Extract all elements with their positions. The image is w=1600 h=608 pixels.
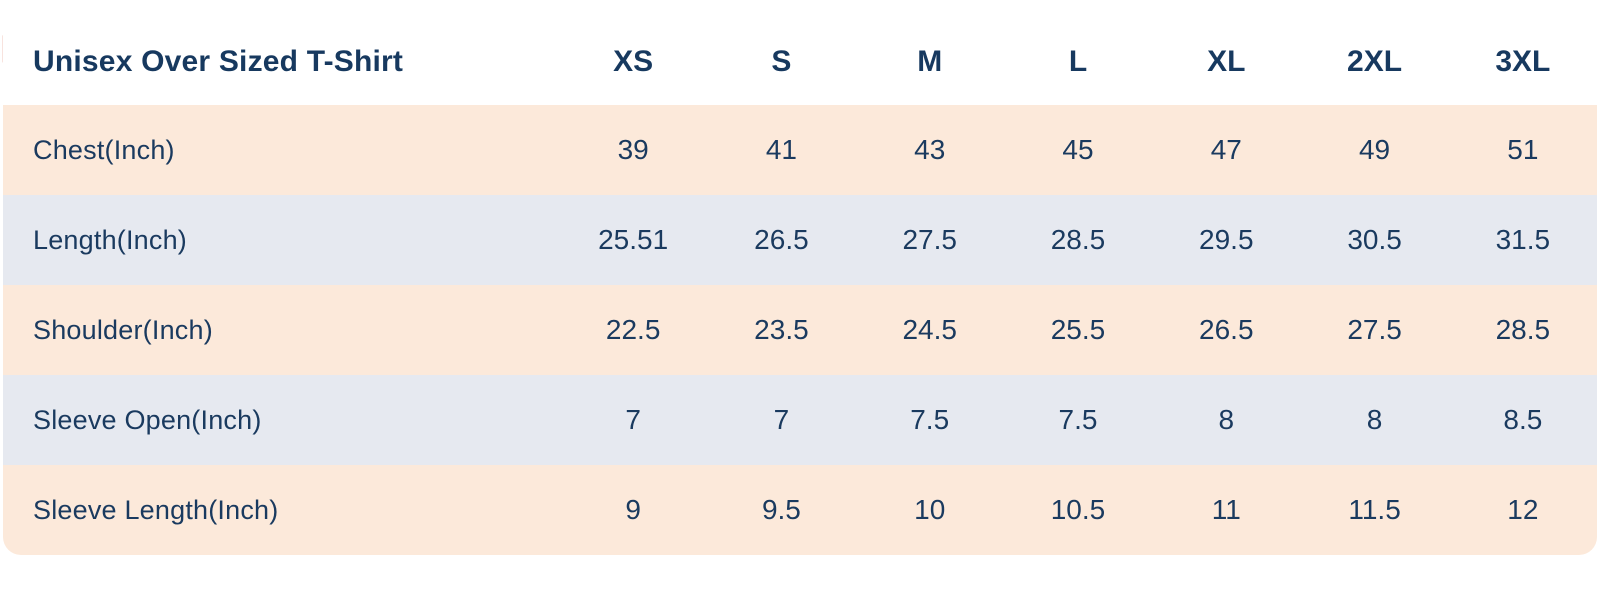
value-cell: 25.51 (598, 224, 669, 255)
value-cell: 23.5 (754, 314, 809, 345)
column-header-2xl: 2XL (1347, 44, 1403, 78)
row-label: Chest(Inch) (33, 134, 175, 165)
value-cell: 39 (617, 134, 649, 165)
value-cell: 26.5 (1199, 314, 1254, 345)
value-cell: 8 (1366, 404, 1383, 435)
value-cell: 31.5 (1495, 224, 1551, 255)
value-cell: 8.5 (1503, 404, 1543, 435)
value-cell: 49 (1358, 134, 1391, 165)
value-cell: 43 (914, 134, 946, 165)
value-cell: 28.5 (1050, 224, 1106, 255)
column-header-xs: XS (613, 44, 654, 78)
table-row-length: Length(Inch) 25.51 26.5 27.5 28.5 29.5 3… (3, 195, 1597, 285)
value-cell: 9.5 (761, 494, 801, 525)
column-header-xl: XL (1207, 44, 1246, 78)
table-row-chest: Chest(Inch) 39 41 43 45 47 49 51 (3, 105, 1597, 195)
value-cell: 28.5 (1495, 314, 1551, 345)
size-table: Unisex Over Sized T-Shirt XS S M L XL 2X… (3, 30, 1597, 555)
value-cell: 26.5 (754, 224, 809, 255)
table-row-sleeve-length: Sleeve Length(Inch) 9 9.5 10 10.5 11 11.… (3, 465, 1597, 555)
value-cell: 11 (1211, 494, 1241, 525)
value-cell: 24.5 (902, 314, 957, 345)
value-cell: 27.5 (902, 224, 957, 255)
value-cell: 30.5 (1347, 224, 1402, 255)
value-cell: 7 (625, 404, 641, 435)
value-cell: 29.5 (1199, 224, 1254, 255)
value-cell: 9 (625, 494, 641, 525)
row-label: Shoulder(Inch) (33, 314, 213, 345)
column-header-m: M (917, 44, 943, 78)
value-cell: 10.5 (1050, 494, 1106, 525)
row-label: Sleeve Length(Inch) (33, 494, 279, 525)
table-row-shoulder: Shoulder(Inch) 22.5 23.5 24.5 25.5 26.5 … (3, 285, 1597, 375)
value-cell: 41 (765, 134, 797, 165)
value-cell: 7.5 (1058, 404, 1098, 435)
value-cell: 22.5 (605, 314, 661, 345)
column-header-3xl: 3XL (1495, 44, 1551, 78)
value-cell: 51 (1507, 134, 1539, 165)
table-row-sleeve-open: Sleeve Open(Inch) 7 7 7.5 7.5 8 8 8.5 (3, 375, 1597, 465)
value-cell: 45 (1062, 134, 1094, 165)
value-cell: 12 (1507, 494, 1539, 525)
column-header-l: L (1068, 44, 1088, 78)
value-cell: 11.5 (1348, 494, 1401, 525)
value-cell: 7 (773, 404, 790, 435)
value-cell: 10 (914, 494, 946, 525)
row-label: Length(Inch) (33, 224, 187, 255)
value-cell: 7.5 (910, 404, 950, 435)
row-label: Sleeve Open(Inch) (33, 404, 262, 435)
table-header-row: Unisex Over Sized T-Shirt XS S M L XL 2X… (3, 30, 1597, 105)
value-cell: 25.5 (1050, 314, 1106, 345)
column-header-s: S (771, 44, 792, 78)
value-cell: 47 (1210, 134, 1242, 165)
table-title: Unisex Over Sized T-Shirt (33, 44, 404, 78)
value-cell: 27.5 (1347, 314, 1402, 345)
value-cell: 8 (1218, 404, 1235, 435)
